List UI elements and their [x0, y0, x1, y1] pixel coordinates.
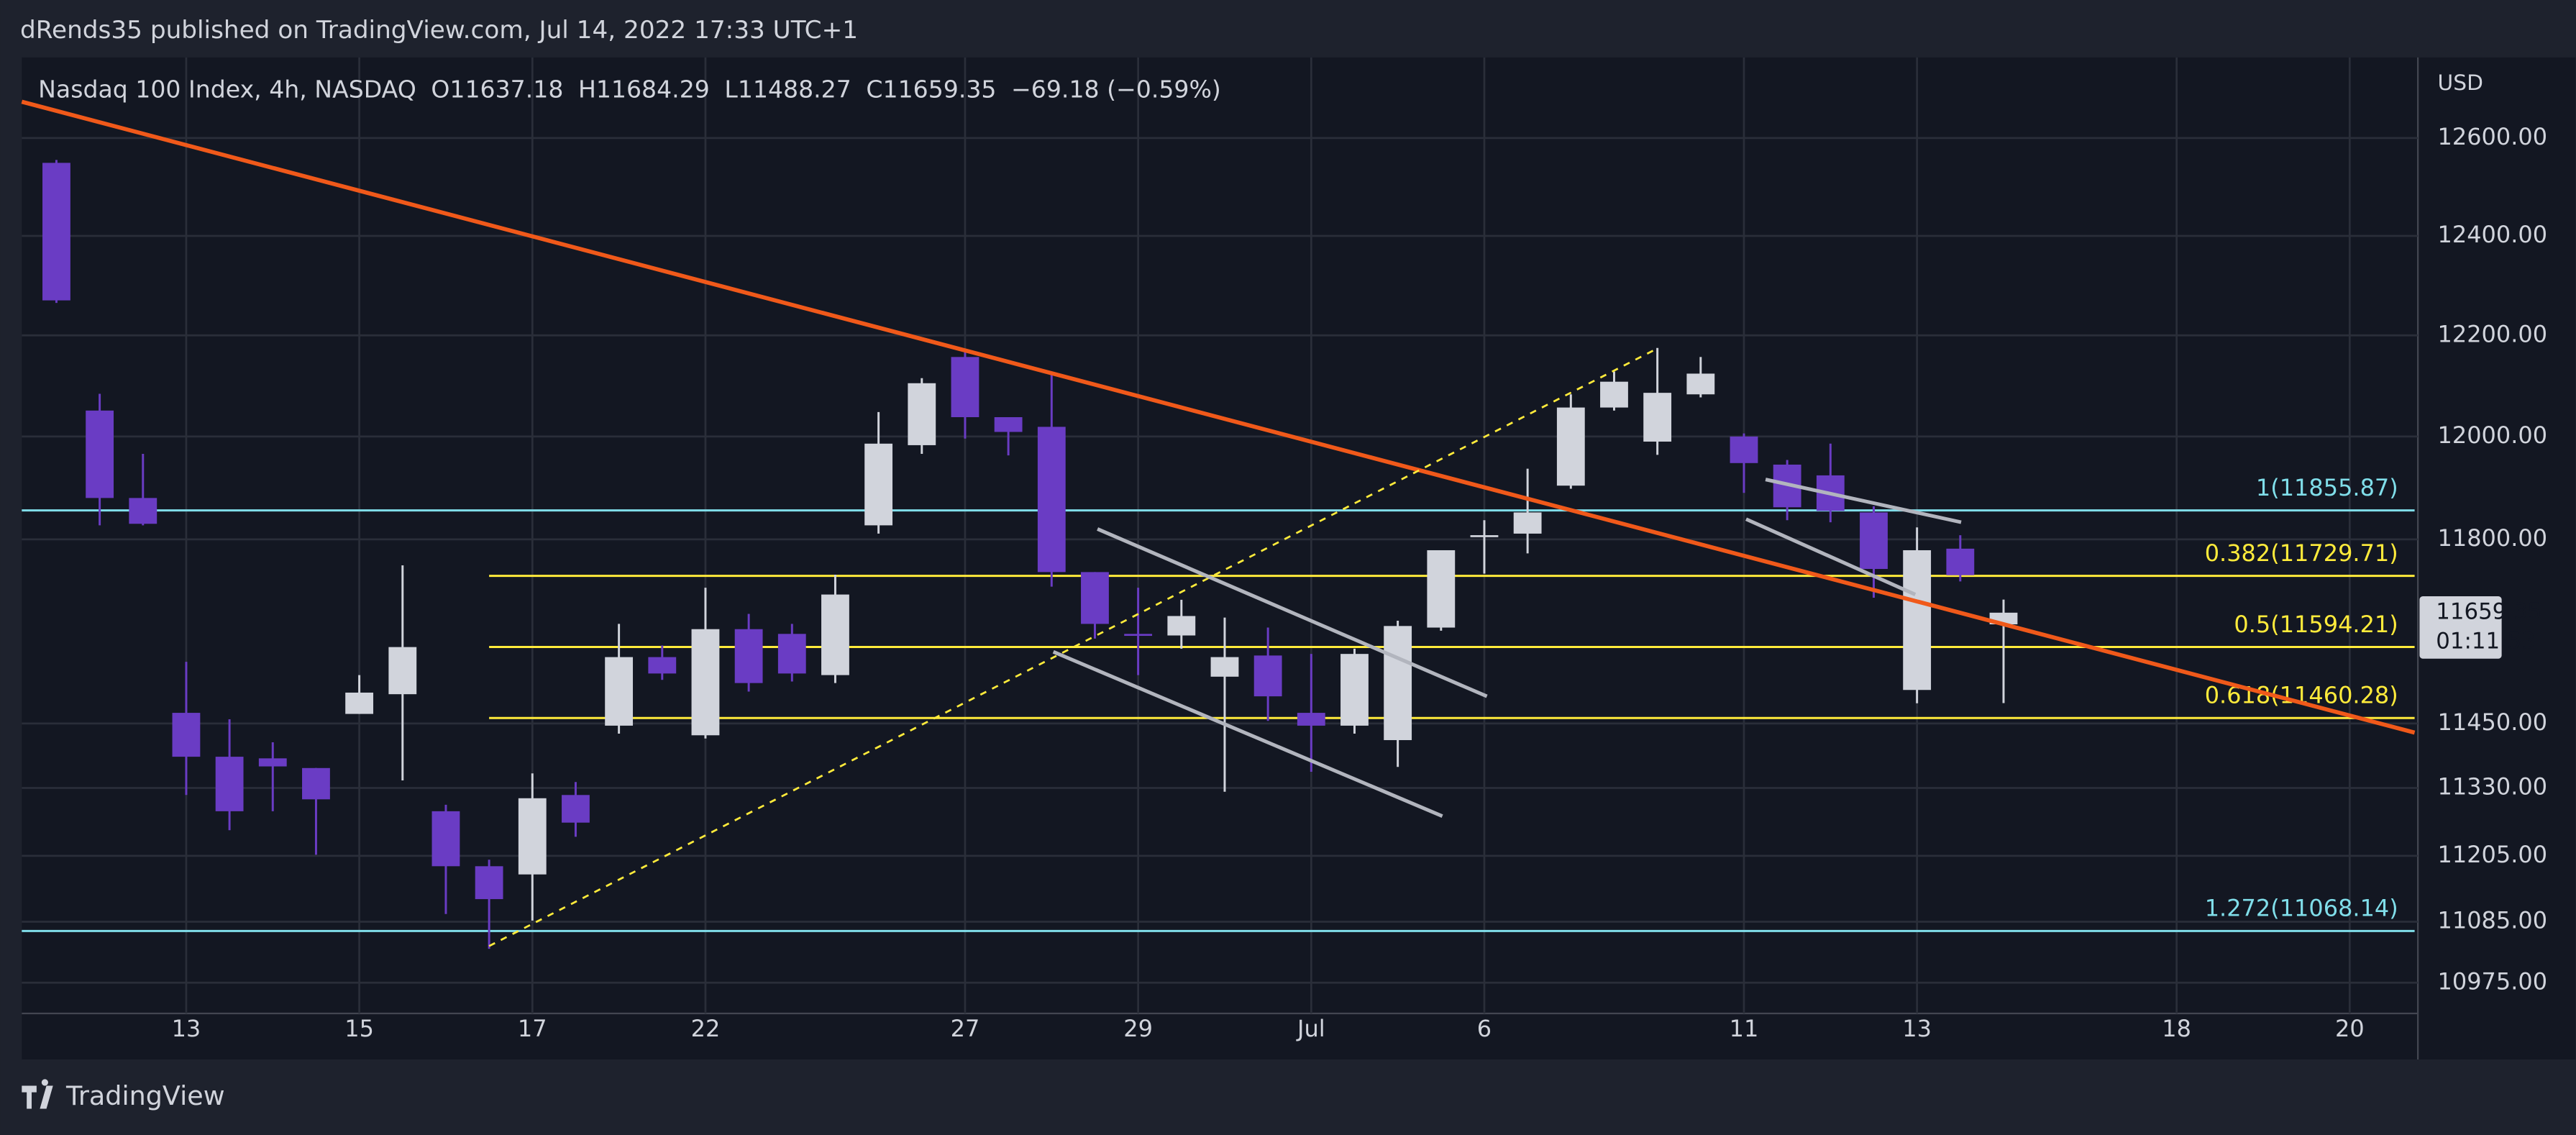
candle-body	[1686, 373, 1715, 395]
candle-body	[1946, 548, 1975, 575]
y-tick-label: 11330.00	[2438, 773, 2548, 801]
x-tick-label: 11	[1730, 1015, 1759, 1042]
candle-body	[1297, 713, 1325, 726]
plot-area	[22, 57, 2419, 1014]
time-axis	[22, 1013, 2419, 1059]
x-tick-label: Jul	[1296, 1015, 1325, 1042]
candle-body	[1081, 572, 1109, 624]
y-tick-label: 11800.00	[2438, 524, 2548, 552]
candle-body	[1513, 512, 1542, 534]
candle-body	[1124, 634, 1153, 637]
logo-mark	[22, 1079, 53, 1109]
fib-label: 1.272(11068.14)	[2205, 895, 2398, 922]
candle-body	[1903, 550, 1932, 690]
candle-body	[475, 866, 503, 900]
candle-body	[388, 647, 417, 695]
candle-body	[1600, 381, 1628, 408]
candle-body	[302, 767, 330, 800]
y-tick-label: 11205.00	[2438, 841, 2548, 868]
candle-body	[994, 416, 1023, 432]
candle-body	[951, 357, 979, 417]
y-tick-label: 10975.00	[2438, 967, 2548, 995]
x-tick-label: 6	[1477, 1015, 1492, 1042]
last-price: 11659.35	[2436, 598, 2541, 624]
header-symbol: Nasdaq 100 Index, 4h, NASDAQ	[38, 75, 416, 103]
legend-header: Nasdaq 100 Index, 4h, NASDAQ O11637.18 H11…	[38, 75, 1221, 103]
logo: TradingView	[22, 1079, 225, 1111]
trend-line	[1745, 517, 1917, 596]
header-open: O11637.18	[431, 75, 563, 103]
fib-label: 0.382(11729.71)	[2205, 539, 2398, 567]
currency: USD	[2438, 70, 2483, 95]
candle-body	[908, 383, 936, 445]
fib-label: 0.5(11594.21)	[2234, 611, 2398, 638]
candle-body	[821, 594, 849, 675]
x-tick-label: 13	[172, 1015, 201, 1042]
candle-body	[1037, 427, 1066, 573]
y-tick-label: 11450.00	[2438, 708, 2548, 736]
header-change: −69.18 (−0.59%)	[1011, 75, 1221, 103]
header-low: L11488.27	[724, 75, 851, 103]
candle-body	[1860, 512, 1888, 570]
candle-body	[1730, 436, 1758, 463]
candle-body	[345, 692, 374, 714]
y-tick-label: 12200.00	[2438, 320, 2548, 347]
fib-label: 1(11855.87)	[2256, 474, 2398, 501]
candle-body	[605, 657, 634, 726]
y-tick-label: 12400.00	[2438, 221, 2548, 248]
publisher: dRends35 published on TradingView.com, J…	[20, 16, 858, 45]
candle-body	[777, 634, 806, 674]
candle-body	[1340, 654, 1369, 726]
x-tick-label: 27	[951, 1015, 980, 1042]
countdown: 01:11:53	[2436, 628, 2535, 654]
candle-body	[518, 798, 547, 875]
candle-body	[648, 657, 677, 674]
x-tick-label: 22	[691, 1015, 721, 1042]
candle-body	[86, 410, 114, 498]
y-tick-label: 12000.00	[2438, 421, 2548, 449]
x-tick-label: 18	[2162, 1015, 2191, 1042]
header-close: C11659.35	[866, 75, 996, 103]
y-tick-label: 11085.00	[2438, 906, 2548, 934]
last-price-box	[2419, 596, 2502, 659]
candle-body	[1384, 626, 1412, 740]
candle-body	[215, 757, 244, 811]
x-tick-label: 15	[344, 1015, 374, 1042]
candle-body	[129, 498, 157, 524]
price-axis	[2418, 57, 2576, 1059]
trend-line	[1052, 649, 1443, 818]
y-tick-label: 12600.00	[2438, 123, 2548, 150]
candle-body	[1167, 616, 1196, 636]
trend-line	[1765, 478, 1962, 524]
candle-body	[691, 629, 720, 736]
candle-body	[1643, 393, 1672, 442]
candle-body	[1470, 535, 1499, 537]
candle-body	[1210, 657, 1239, 677]
trend-line	[21, 99, 2416, 735]
candle-body	[258, 758, 287, 767]
candle-body	[1556, 407, 1585, 486]
x-tick-label: 17	[518, 1015, 547, 1042]
candle-body	[1253, 655, 1282, 697]
x-tick-label: 20	[2335, 1015, 2365, 1042]
trend-line	[488, 347, 1658, 947]
candle-body	[42, 163, 70, 301]
candle-body	[864, 443, 893, 526]
candle-body	[431, 811, 460, 867]
brand: TradingView	[65, 1080, 225, 1111]
trend-line	[1097, 527, 1488, 698]
candle-body	[1427, 550, 1456, 628]
header-high: H11684.29	[578, 75, 710, 103]
candle-body	[172, 713, 201, 757]
candle-body	[734, 629, 763, 683]
x-tick-label: 29	[1123, 1015, 1153, 1042]
x-tick-label: 13	[1902, 1015, 1932, 1042]
candle-body	[562, 795, 590, 823]
